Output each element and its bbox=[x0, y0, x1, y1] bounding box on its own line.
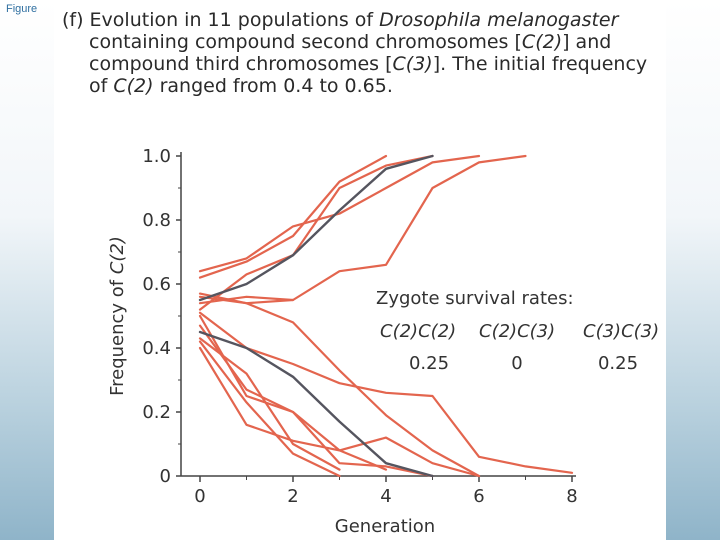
y-tick-label: 0 bbox=[160, 466, 171, 487]
x-axis-label: Generation bbox=[335, 516, 435, 537]
annotation-header: C(2)C(3) bbox=[479, 321, 555, 342]
annotation-header: C(2)C(2) bbox=[380, 321, 456, 342]
annotation-title: Zygote survival rates: bbox=[376, 288, 574, 309]
series-line bbox=[198, 154, 527, 305]
slide-background-right bbox=[666, 0, 720, 540]
y-tick-label: 1.0 bbox=[142, 146, 171, 167]
series-line bbox=[198, 324, 434, 478]
series-line bbox=[198, 346, 388, 471]
series-line bbox=[198, 311, 574, 474]
series-line bbox=[198, 154, 388, 279]
x-tick-label: 2 bbox=[287, 486, 298, 507]
x-tick-label: 6 bbox=[473, 486, 484, 507]
y-tick-label: 0.8 bbox=[142, 210, 171, 231]
caption-line-2: containing compound second chromosomes [… bbox=[89, 31, 612, 53]
figure-label: Figure bbox=[6, 3, 38, 15]
x-tick-label: 0 bbox=[194, 486, 205, 507]
x-tick-label: 8 bbox=[566, 486, 577, 507]
annotation-value: 0.25 bbox=[409, 353, 449, 374]
survival-rates-annotation: Zygote survival rates: C(2)C(2) C(2)C(3)… bbox=[376, 288, 659, 374]
series-line bbox=[198, 340, 341, 478]
y-axis-label: Frequency of C(2) bbox=[107, 236, 128, 396]
y-tick-label: 0.4 bbox=[142, 338, 171, 359]
chart-series bbox=[198, 154, 574, 478]
caption-line-3: compound third chromosomes [C(3)]. The i… bbox=[89, 53, 648, 75]
y-tick-label: 0.6 bbox=[142, 274, 171, 295]
caption-line-1: (f) Evolution in 11 populations of Droso… bbox=[62, 9, 619, 31]
series-line bbox=[198, 154, 434, 311]
series-line-dark bbox=[198, 330, 434, 478]
annotation-value: 0 bbox=[511, 353, 522, 374]
series-line-dark bbox=[198, 154, 434, 302]
series-line bbox=[198, 337, 341, 471]
annotation-header: C(3)C(3) bbox=[583, 321, 659, 342]
annotation-value: 0.25 bbox=[598, 353, 638, 374]
chart-axes: 0 0.2 0.4 0.6 0.8 1.0 0 2 4 6 8 bbox=[142, 146, 577, 507]
series-line bbox=[198, 154, 481, 273]
x-tick-label: 4 bbox=[380, 486, 391, 507]
series-line bbox=[198, 295, 481, 478]
figure-caption: (f) Evolution in 11 populations of Droso… bbox=[62, 9, 662, 97]
figure-panel bbox=[54, 0, 666, 540]
caption-line-4: of C(2) ranged from 0.4 to 0.65. bbox=[89, 75, 393, 97]
y-tick-label: 0.2 bbox=[142, 402, 171, 423]
slide-background-left bbox=[0, 0, 54, 540]
